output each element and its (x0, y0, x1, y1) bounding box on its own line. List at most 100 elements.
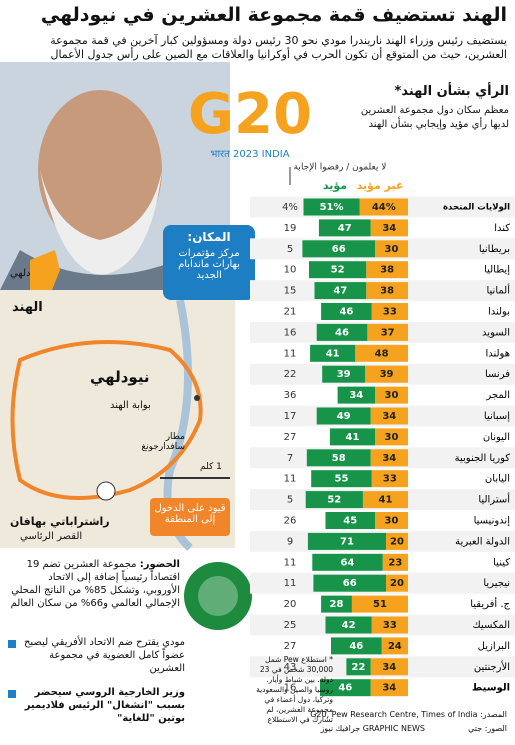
data-label: 52 (331, 265, 345, 276)
bar-segment (337, 386, 375, 404)
data-label: 51% (320, 202, 344, 213)
bar-segment (381, 637, 408, 655)
data-label: 46 (338, 683, 352, 694)
category-label: اليابان (485, 474, 510, 485)
title: الهند تستضيف قمة مجموعة العشرين في نيودل… (40, 4, 507, 26)
bar-segment (309, 261, 367, 279)
data-label: 34 (349, 390, 363, 401)
bar-segment (370, 407, 408, 425)
data-label: 19 (284, 223, 297, 234)
bar-segment (312, 553, 383, 571)
bar-segment (366, 282, 408, 300)
attendance-text: مجموعة العشرين تضم 19 اقتصاداً رئيسياً إ… (10, 559, 180, 609)
bar-segment (370, 679, 408, 697)
bullet (8, 640, 16, 648)
data-label: 30 (385, 516, 399, 527)
category-label: اليونان (483, 432, 510, 443)
map-label: 1 كلم (200, 462, 222, 472)
bar-segment (325, 512, 375, 529)
data-label: 7 (287, 453, 293, 464)
bar-segment (325, 616, 372, 634)
au-note: مودي يقترح ضم الاتحاد الأفريقي ليصبح عضو… (23, 637, 185, 674)
data-label: 38 (380, 286, 394, 297)
data-label: 4% (282, 202, 298, 213)
data-label: 11 (284, 474, 297, 485)
data-label: 23 (388, 557, 402, 568)
category-label: بريطانيا (479, 244, 510, 255)
data-label: 66 (343, 578, 357, 589)
logo-sub: भारत 2023 INDIA (210, 149, 289, 160)
data-label: 22 (284, 369, 297, 380)
category-label: المجر (485, 390, 510, 401)
bar-segment (311, 470, 372, 488)
data-label: 46 (339, 307, 353, 318)
bar-segment (367, 323, 408, 341)
chart-title: الرأي بشأن الهند* (394, 84, 509, 99)
bar-segment (382, 553, 408, 571)
bar-segment (329, 428, 375, 446)
data-label: 24 (388, 641, 402, 652)
data-label: 5 (287, 495, 293, 506)
data-label: 11 (284, 578, 297, 589)
category-label: بولندا (488, 307, 510, 318)
category-label: الأرجنتين (474, 660, 510, 673)
data-label: 45 (343, 516, 357, 527)
india-shape (30, 250, 60, 300)
legend-label: لا يعلمون / رفضوا الإجابة (294, 163, 387, 173)
category-label: إندونيسيا (474, 516, 511, 527)
data-label: 41 (326, 348, 340, 359)
data-label: 42 (342, 620, 356, 631)
data-label: 28 (330, 599, 344, 610)
bar-segment (375, 428, 408, 446)
bar-segment (375, 512, 408, 529)
data-label: 26 (284, 516, 297, 527)
category-label: ج. أفريقيا (470, 597, 510, 610)
category-label: إسبانيا (484, 411, 510, 422)
data-label: 9 (287, 536, 293, 547)
data-label: 5 (287, 244, 293, 255)
data-label: 39 (380, 369, 394, 380)
venue-text: مركز مؤتمرات بهارات ماندابام الجديد (178, 248, 240, 281)
map-label: الهند (12, 300, 43, 315)
bar-segment (302, 240, 375, 258)
data-label: 34 (382, 411, 396, 422)
data-label: 49 (337, 411, 351, 422)
data-label: 51 (373, 599, 387, 610)
restricted-box (150, 498, 230, 536)
bar-segment (316, 323, 368, 341)
category-label: إيطاليا (484, 265, 510, 276)
data-label: 17 (284, 411, 297, 422)
bar-segment (306, 449, 371, 467)
chart-subtitle: معظم سكان دول مجموعة العشرين لديها رأي م… (360, 105, 509, 130)
bar-segment (318, 219, 371, 237)
category-label: البرازيل (478, 641, 510, 652)
map-label: نيودلهي (90, 368, 150, 386)
data-label: 11 (284, 348, 297, 359)
category-label: فرنسا (485, 369, 510, 380)
category-label: نيجيريا (483, 578, 510, 589)
data-label: 27 (284, 641, 297, 652)
map-label: قيود على الدخول إلى المنطقة (154, 503, 226, 525)
data-label: 16 (284, 683, 297, 694)
bar-segment (370, 449, 408, 467)
data-label: 41 (345, 432, 359, 443)
data-label: 34 (382, 662, 396, 673)
bar-segment (321, 303, 372, 320)
data-label: 41 (378, 495, 392, 506)
data-label: 58 (332, 453, 346, 464)
data-label: 30 (385, 244, 399, 255)
data-label: 25 (284, 620, 297, 631)
bar-segment (322, 365, 366, 383)
data-label: 38 (380, 265, 394, 276)
data-label: 21 (284, 307, 297, 318)
footnote: * استطلاع Pew شمل 30,000 شخص في 23 دولة.… (256, 655, 333, 724)
legend-label: مؤيد (323, 179, 347, 192)
category-label: هولندا (485, 348, 510, 359)
data-label: 20 (390, 578, 404, 589)
data-label: 71 (340, 536, 354, 547)
bar-segment (375, 386, 408, 404)
data-label: 10 (284, 265, 297, 276)
bar-segment (313, 574, 386, 592)
data-label: 43 (284, 662, 297, 673)
